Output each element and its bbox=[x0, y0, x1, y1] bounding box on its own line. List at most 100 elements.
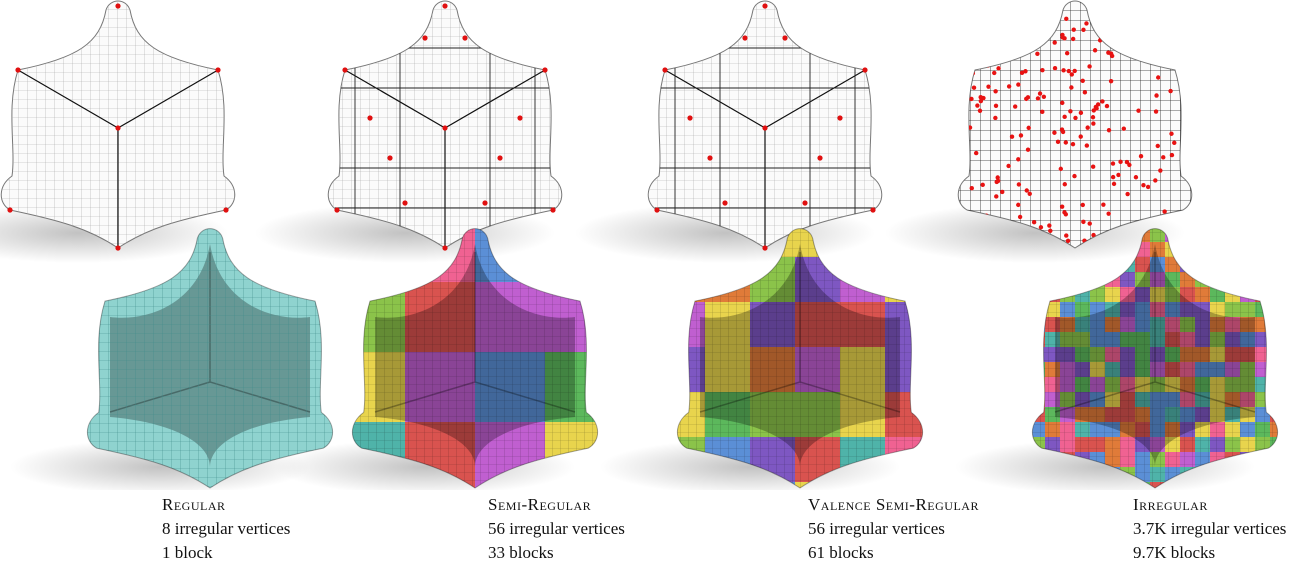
irregular-vertex bbox=[1123, 45, 1129, 50]
irregular-vertex bbox=[1019, 70, 1025, 76]
block bbox=[1255, 287, 1270, 302]
block bbox=[1285, 302, 1294, 317]
block bbox=[1270, 332, 1278, 347]
irregular-vertex bbox=[1003, 24, 1008, 29]
block bbox=[677, 257, 705, 302]
irregular-vertex bbox=[1125, 191, 1130, 197]
irregular-vertex bbox=[1040, 67, 1045, 73]
irregular-vertex bbox=[1100, 99, 1105, 104]
block bbox=[1270, 242, 1278, 257]
irregular-vertex bbox=[1059, 204, 1065, 209]
irregular-vertex bbox=[1055, 139, 1061, 145]
block bbox=[1270, 452, 1278, 467]
block bbox=[1285, 332, 1294, 347]
irregular-vertex bbox=[985, 31, 990, 36]
irregular-vertex bbox=[542, 67, 548, 73]
block bbox=[1015, 317, 1030, 332]
block bbox=[1285, 272, 1294, 287]
irregular-vertex bbox=[1081, 219, 1086, 225]
block bbox=[1032, 362, 1045, 377]
irregular-vertex bbox=[742, 35, 748, 41]
irregular-vertex bbox=[334, 207, 340, 213]
block bbox=[1240, 212, 1255, 227]
singular-edge bbox=[655, 18, 875, 238]
irregular-vertex bbox=[993, 89, 998, 94]
outline bbox=[86, 228, 334, 489]
irregular-vertex bbox=[1004, 27, 1010, 32]
irregular-vertex bbox=[1066, 68, 1072, 74]
irregular-vertex bbox=[1064, 51, 1070, 56]
irregular-vertex bbox=[971, 85, 977, 90]
irregular-vertex bbox=[782, 35, 788, 41]
caption-line: 56 irregular vertices bbox=[488, 519, 625, 538]
block bbox=[1225, 272, 1240, 287]
caption-line: 56 irregular vertices bbox=[808, 519, 945, 538]
mesh-renderings bbox=[0, 0, 1294, 490]
block bbox=[1285, 362, 1294, 377]
irregular-vertex bbox=[1017, 214, 1023, 220]
irregular-vertex bbox=[1031, 220, 1037, 225]
irregular-vertex bbox=[1138, 154, 1144, 159]
irregular-vertex bbox=[1038, 225, 1044, 230]
irregular-vertex bbox=[1110, 161, 1116, 166]
irregular-vertex bbox=[1068, 109, 1073, 114]
irregular-vertex bbox=[969, 96, 974, 102]
block bbox=[1270, 317, 1278, 332]
irregular-vertex bbox=[1087, 221, 1092, 226]
block bbox=[1285, 392, 1294, 407]
block bbox=[1270, 302, 1278, 317]
caption-title: Regular bbox=[162, 495, 226, 514]
block bbox=[1195, 242, 1210, 257]
irregular-vertex bbox=[994, 194, 999, 199]
irregular-vertex bbox=[442, 3, 448, 9]
block bbox=[1195, 228, 1210, 242]
block bbox=[1270, 228, 1278, 242]
irregular-vertex bbox=[1118, 159, 1123, 165]
irregular-vertex bbox=[1091, 121, 1096, 126]
block bbox=[1270, 467, 1278, 482]
irregular-vertex bbox=[1069, 72, 1075, 77]
irregular-vertex bbox=[1070, 36, 1076, 42]
irregular-vertex bbox=[1024, 188, 1029, 193]
block bbox=[1255, 257, 1270, 272]
block bbox=[1032, 332, 1045, 347]
block bbox=[1255, 242, 1270, 257]
block bbox=[1255, 452, 1270, 467]
irregular-vertex bbox=[1048, 228, 1053, 234]
block bbox=[1285, 437, 1294, 452]
irregular-vertex bbox=[1023, 69, 1028, 74]
block bbox=[930, 302, 975, 347]
irregular-vertex bbox=[402, 200, 408, 206]
irregular-vertex bbox=[115, 245, 121, 251]
block bbox=[1045, 272, 1060, 287]
irregular-vertex bbox=[1108, 78, 1114, 84]
irregular-vertex bbox=[1105, 33, 1111, 38]
irregular-vertex bbox=[1040, 109, 1045, 115]
irregular-vertex bbox=[1109, 53, 1115, 59]
caption-line: 61 blocks bbox=[808, 543, 874, 562]
block bbox=[1255, 228, 1270, 242]
caption: Irregular 3.7K irregular vertices 9.7K blo… bbox=[1133, 493, 1286, 565]
block bbox=[1225, 212, 1240, 227]
irregular-vertex bbox=[1073, 115, 1078, 121]
block bbox=[1270, 377, 1278, 392]
irregular-vertex bbox=[1141, 183, 1146, 188]
caption-title: Semi-Regular bbox=[488, 495, 592, 514]
irregular-vertex bbox=[722, 200, 728, 206]
block bbox=[1015, 302, 1030, 317]
irregular-vertex bbox=[980, 182, 985, 188]
block bbox=[1015, 422, 1030, 437]
irregular-vertex bbox=[1012, 104, 1018, 109]
irregular-vertex bbox=[978, 98, 984, 104]
caption-line: 8 irregular vertices bbox=[162, 519, 291, 538]
irregular-vertex bbox=[1087, 64, 1092, 69]
irregular-vertex bbox=[1106, 211, 1111, 216]
irregular-vertex bbox=[1078, 134, 1083, 139]
irregular-vertex bbox=[1072, 173, 1077, 179]
caption-title: Irregular bbox=[1133, 495, 1208, 514]
irregular-vertex bbox=[1084, 143, 1090, 148]
irregular-vertex bbox=[1161, 155, 1166, 160]
irregular-vertex bbox=[837, 115, 843, 121]
block bbox=[1240, 242, 1255, 257]
block bbox=[1240, 257, 1255, 272]
